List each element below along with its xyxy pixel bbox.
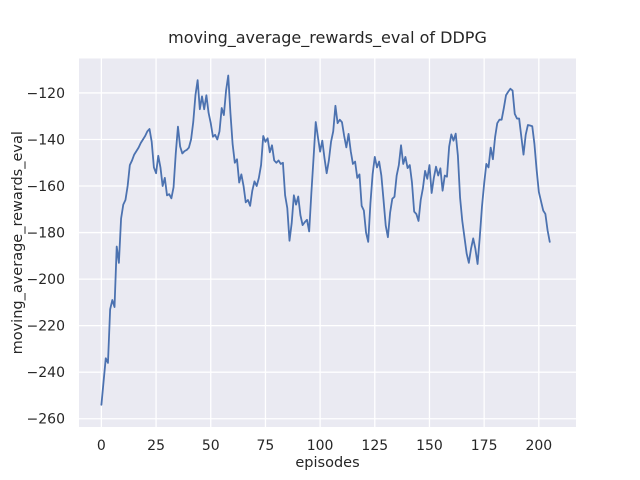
y-tick-label: −140 [27,132,65,148]
x-tick-labels: 0 25 50 75 100 125 150 175 200 [97,438,552,454]
x-axis-label: episodes [295,455,359,471]
y-tick-label: −120 [27,86,65,102]
plot-area [79,58,576,427]
x-tick-label: 175 [471,438,498,454]
y-tick-label: −200 [27,272,65,288]
x-tick-label: 150 [416,438,443,454]
x-tick-label: 25 [147,438,165,454]
x-tick-label: 75 [257,438,275,454]
x-tick-label: 50 [202,438,220,454]
y-tick-label: −220 [27,319,65,335]
y-tick-label: −160 [27,179,65,195]
x-tick-label: 0 [97,438,106,454]
y-tick-label: −180 [27,226,65,242]
y-tick-label: −240 [27,365,65,381]
y-axis-label: moving_average_rewards_eval [10,131,26,354]
y-tick-label: −260 [27,412,65,428]
x-tick-label: 100 [307,438,334,454]
x-tick-label: 200 [525,438,552,454]
data-line [100,74,551,406]
y-tick-labels: −260 −240 −220 −200 −180 −160 −140 −120 [27,86,65,428]
grid-lines [79,58,576,427]
x-tick-label: 125 [361,438,388,454]
chart-title: moving_average_rewards_eval of DDPG [168,28,487,48]
